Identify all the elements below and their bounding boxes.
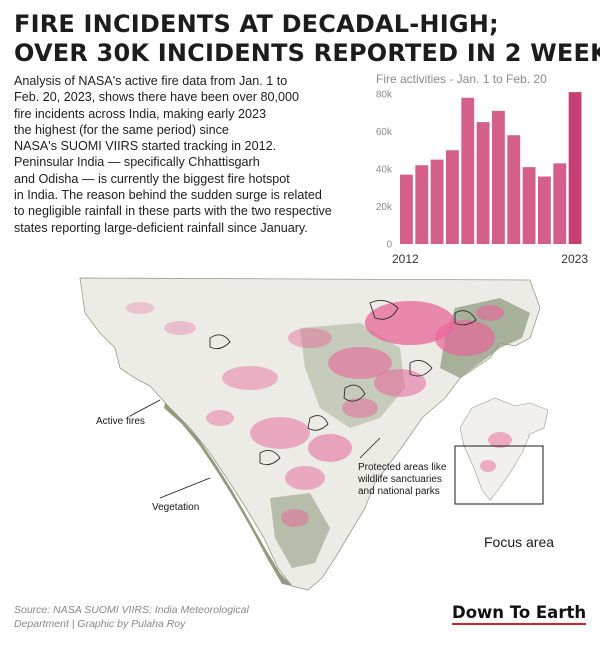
intro-line: Peninsular India — specifically Chhattis… (14, 155, 260, 170)
protected-areas-label: Protected areas like wildlife sanctuarie… (358, 462, 446, 498)
active-fires-label: Active fires (96, 416, 145, 427)
focus-area-label: Focus area (484, 534, 555, 550)
intro-line: fire incidents across India, making earl… (14, 106, 267, 121)
protected-areas-label-line: wildlife sanctuaries (358, 474, 442, 485)
fire-activity-chart: 0 20k 40k 60k 80k 2012 2023 Fire activities - … (370, 72, 596, 268)
x-tick-label: 2012 (392, 252, 419, 266)
intro-line: Analysis of NASA's active fire data from… (14, 74, 288, 88)
bar-2021 (538, 176, 551, 244)
protected-areas-label-line: and national parks (358, 486, 440, 497)
vegetation-label: Vegetation (152, 502, 200, 513)
source-line: Source: NASA SUOMI VIIRS; India Meteorol… (14, 604, 249, 616)
source-line: Department | Graphic by Pulaha Roy (14, 618, 186, 630)
y-tick-label: 40k (376, 165, 393, 176)
inset-india-map (454, 397, 549, 505)
active-fire-patches (126, 301, 504, 527)
bar-2018 (492, 110, 505, 245)
bar-2020 (522, 167, 536, 245)
focus-area-box (454, 445, 544, 505)
india-fire-map (60, 268, 595, 598)
headline: FIRE INCIDENTS AT DECADAL-HIGH; OVER 30K… (14, 10, 600, 68)
bar-2023 (568, 92, 582, 245)
y-tick-label: 20k (376, 202, 393, 213)
bar-2014 (430, 159, 444, 245)
intro-line: NASA's SUOMI VIIRS started tracking in 2… (14, 139, 277, 154)
bar-2016 (461, 97, 475, 244)
headline-line-2: OVER 30K INCIDENTS REPORTED IN 2 WEEKS (14, 39, 600, 67)
intro-line: to negligible rainfall in these parts wi… (14, 204, 332, 219)
source-credit: Source: NASA SUOMI VIIRS; India Meteorol… (14, 603, 274, 631)
map-svg (79, 277, 549, 591)
intro-line: the highest (for the same period) since (14, 122, 229, 137)
chart-title: Fire activities - Jan. 1 to Feb. 20 (376, 72, 547, 86)
intro-line: states reporting large-deficient rainfal… (14, 220, 308, 235)
y-tick-label: 0 (386, 240, 392, 251)
bar-chart-svg: 0 20k 40k 60k 80k 2012 2023 (376, 90, 588, 267)
protected-area-outlines (209, 299, 477, 466)
intro-line: and Odisha — is currently the biggest fi… (14, 171, 290, 186)
brand-logo: Down To Earth (452, 603, 587, 625)
bar-2013 (415, 165, 429, 244)
intro-paragraph: Analysis of NASA's active fire data from… (14, 73, 369, 236)
headline-line-1: FIRE INCIDENTS AT DECADAL-HIGH; (14, 10, 499, 38)
protected-areas-label-line: Protected areas like (358, 462, 447, 473)
bar-2022 (553, 163, 567, 245)
x-tick-label: 2023 (561, 252, 588, 266)
bar-2017 (476, 122, 490, 245)
annotation-leader-lines (129, 399, 381, 499)
bar-2019 (507, 135, 521, 244)
y-tick-label: 60k (376, 127, 393, 138)
bar-2015 (446, 150, 459, 244)
intro-line: in India. The reason behind the sudden s… (14, 188, 322, 203)
western-ghats-vegetation (164, 403, 292, 586)
y-tick-label: 80k (376, 90, 393, 101)
bar-2012 (400, 174, 413, 245)
intro-line: Feb. 20, 2023, shows there have been ove… (14, 90, 299, 105)
